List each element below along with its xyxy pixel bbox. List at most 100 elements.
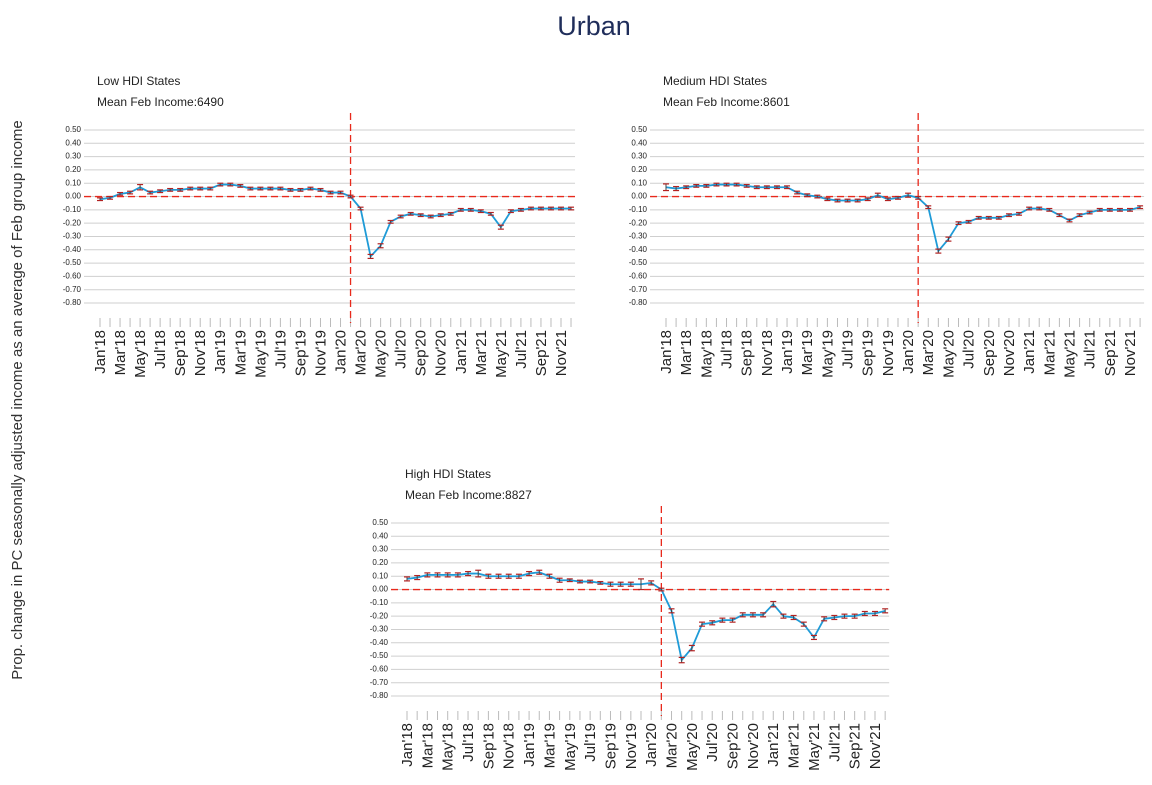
error-bar (851, 613, 858, 619)
error-bar (477, 209, 484, 214)
error-bar (965, 219, 972, 224)
error-bar (327, 190, 334, 195)
y-tick-label: -0.50 (370, 651, 389, 660)
x-tick-label: Jan'18 (92, 330, 109, 374)
error-bar (638, 578, 644, 591)
error-bar (995, 215, 1002, 220)
x-tick-label: Sep'18 (480, 723, 497, 769)
x-tick-label: Jul'20 (393, 330, 410, 369)
y-tick-label: -0.70 (370, 678, 389, 687)
error-bar (713, 182, 720, 187)
error-bar (945, 236, 952, 242)
x-tick-label: May'18 (132, 330, 149, 378)
x-tick-label: Jan'18 (399, 723, 416, 767)
error-bar (663, 183, 669, 192)
error-bar (985, 215, 992, 220)
error-bar (495, 573, 502, 579)
error-bar (935, 248, 942, 254)
error-bar (874, 192, 881, 198)
error-bar (487, 211, 494, 216)
y-tick-label: 0.10 (65, 178, 81, 187)
error-bar (307, 186, 314, 191)
error-bar (387, 219, 394, 224)
y-tick-label: -0.80 (629, 298, 648, 307)
error-bar (536, 569, 543, 575)
x-tick-label: Jan'19 (521, 723, 538, 767)
x-tick-label: Jan'20 (900, 330, 917, 374)
y-tick-label: 0.00 (65, 192, 81, 201)
error-bar (703, 183, 710, 188)
figure-title: Urban (557, 11, 631, 41)
error-bar (377, 243, 384, 249)
x-tick-label: May'19 (562, 723, 579, 771)
error-bar (177, 187, 184, 192)
error-bar (337, 190, 344, 195)
x-tick-label: Mar'20 (920, 330, 937, 375)
error-bar (770, 600, 777, 608)
y-axis-label: Prop. change in PC seasonally adjusted i… (9, 120, 26, 680)
error-bar (397, 214, 404, 219)
x-tick-label: Jan'19 (779, 330, 796, 374)
x-tick-label: Jul'18 (460, 723, 477, 762)
x-tick-label: May'21 (493, 330, 510, 378)
x-tick-label: May'20 (373, 330, 390, 378)
error-bar (277, 186, 284, 191)
error-bar (648, 580, 655, 586)
y-tick-label: -0.20 (63, 218, 82, 227)
error-bar (576, 579, 583, 584)
error-bar (207, 186, 214, 191)
y-tick-label: 0.40 (372, 531, 388, 540)
error-bar (688, 644, 695, 652)
error-bar (454, 572, 461, 578)
error-bar (834, 198, 841, 203)
error-bar (1026, 206, 1033, 211)
error-bar (257, 186, 264, 191)
error-bar (784, 185, 791, 190)
y-tick-label: 0.20 (631, 165, 647, 174)
error-bar (526, 570, 533, 577)
error-bar (187, 186, 194, 191)
x-tick-label: May'18 (698, 330, 715, 378)
error-bar (417, 213, 424, 218)
x-tick-label: Nov'21 (867, 723, 884, 769)
y-tick-label: -0.10 (63, 205, 82, 214)
error-bar (167, 187, 174, 192)
x-tick-label: Jul'19 (272, 330, 289, 369)
error-bar (197, 186, 204, 191)
error-bar (444, 572, 451, 578)
error-bar (457, 207, 464, 212)
error-bar (347, 194, 354, 199)
error-bar (760, 612, 767, 618)
error-bar (872, 610, 878, 617)
error-bar (465, 570, 472, 577)
panel-subtitle: Mean Feb Income:8601 (663, 95, 790, 109)
error-bar (1066, 218, 1073, 223)
error-bar (955, 221, 962, 226)
x-tick-label: May'20 (940, 330, 957, 378)
error-bar (1116, 207, 1123, 212)
y-tick-label: -0.60 (370, 664, 389, 673)
error-bar (763, 185, 770, 190)
error-bar (821, 616, 828, 622)
error-bar (617, 581, 624, 587)
error-bar (800, 621, 807, 627)
x-tick-label: May'19 (819, 330, 836, 378)
series-line (665, 183, 1141, 254)
error-bar (1005, 213, 1012, 218)
error-bar (568, 206, 575, 211)
y-tick-label: -0.10 (370, 598, 389, 607)
error-bar (437, 213, 444, 218)
x-tick-label: Nov'20 (745, 723, 762, 769)
error-bar (824, 197, 831, 202)
y-tick-label: -0.20 (370, 611, 389, 620)
error-bar (404, 576, 410, 582)
error-bar (739, 612, 746, 618)
error-bar (1086, 210, 1093, 215)
error-bar (1096, 207, 1103, 212)
error-bar (861, 610, 868, 617)
error-bar (804, 193, 811, 198)
x-tick-label: Nov'18 (759, 330, 776, 376)
x-tick-label: Mar'21 (1041, 330, 1058, 375)
y-tick-label: 0.50 (372, 518, 388, 527)
